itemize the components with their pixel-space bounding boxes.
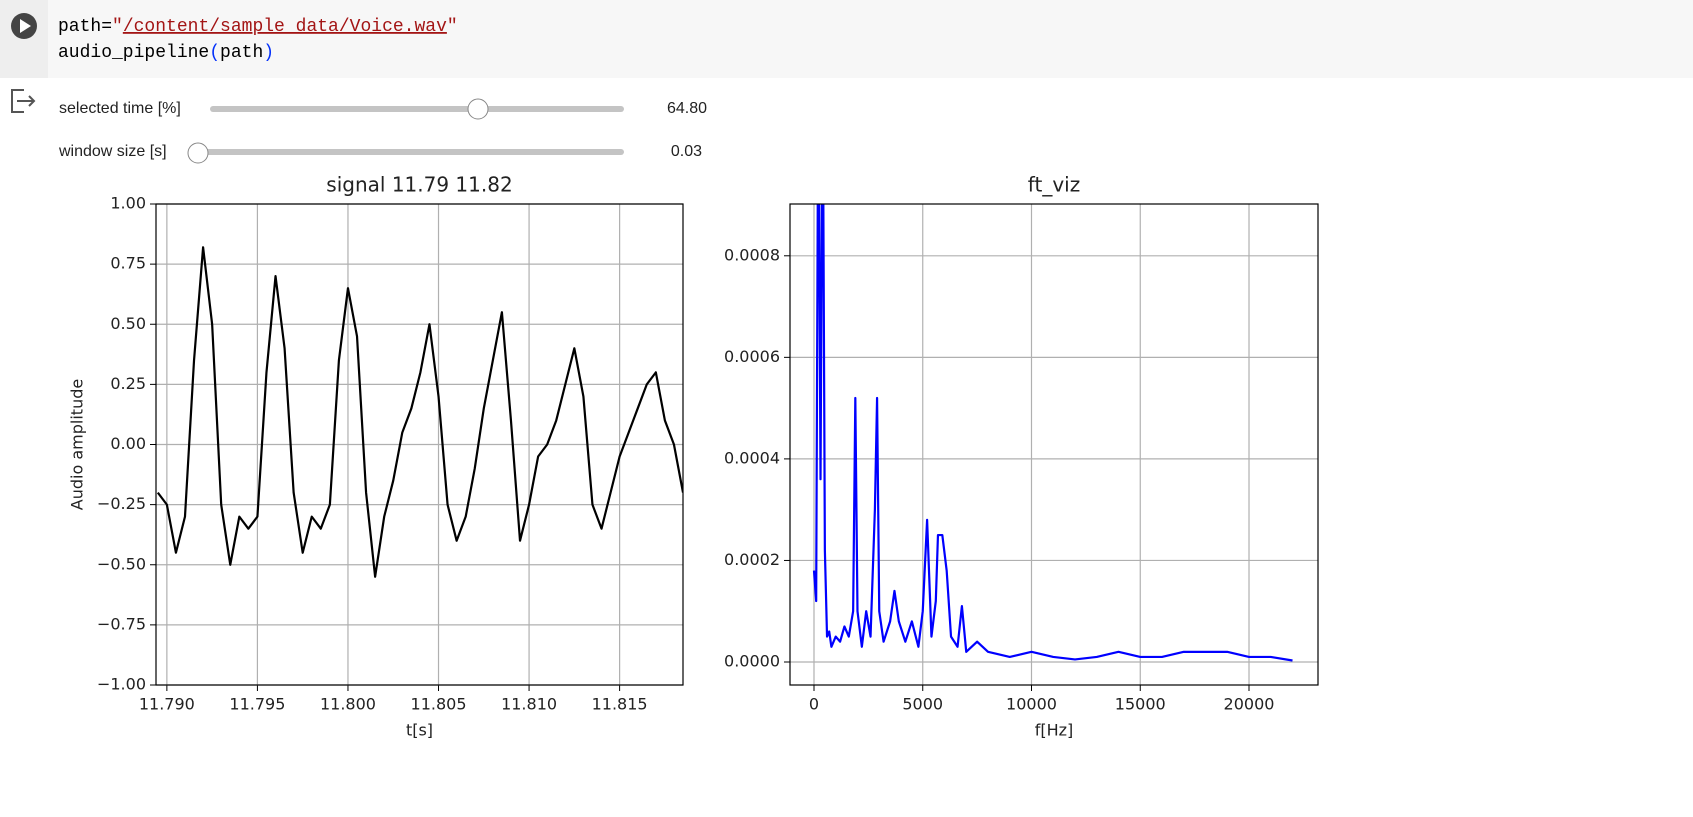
code-line: audio_pipeline(path): [58, 43, 274, 63]
slider-handle[interactable]: [187, 142, 209, 164]
x-axis-label: t[s]: [406, 721, 433, 740]
y-tick-label: 0.0008: [724, 245, 780, 264]
x-tick-label: 11.815: [592, 695, 648, 714]
x-tick-label: 11.805: [411, 695, 467, 714]
code-token: ": [447, 17, 458, 37]
run-button[interactable]: [11, 13, 37, 39]
data-line: [812, 204, 1293, 662]
axes-frame: [789, 203, 1319, 686]
y-tick-label: 1.00: [110, 194, 146, 213]
y-tick-label: 0.0002: [724, 550, 780, 569]
y-axis-label: Audio amplitude: [68, 379, 87, 510]
x-tick-label: 20000: [1224, 695, 1275, 714]
code-cell-bg: [0, 0, 1693, 78]
plot-area: [156, 246, 683, 578]
code-token: path: [220, 43, 263, 63]
axes-bg: [790, 204, 1318, 685]
slider-value: 64.80: [667, 100, 707, 117]
y-tick-label: 0.25: [110, 374, 146, 393]
y-tick-label: 0.50: [110, 314, 146, 333]
axes-frame: [155, 203, 684, 686]
chart-title: ft_viz: [1028, 173, 1080, 197]
x-tick-label: 5000: [902, 695, 943, 714]
x-tick-label: 10000: [1006, 695, 1057, 714]
slider-label: selected time [%]: [59, 100, 181, 117]
y-tick-label: 0.75: [110, 254, 146, 273]
code-token: audio_pipeline: [58, 43, 209, 63]
y-tick-label: −0.75: [97, 614, 146, 633]
slider-label: window size [s]: [58, 143, 167, 160]
x-axis-label: f[Hz]: [1035, 721, 1074, 740]
y-tick-label: 0.00: [110, 434, 146, 453]
code-token: path=: [58, 17, 112, 37]
code-token: /content/sample_data/Voice.wav: [123, 17, 447, 37]
code-line: path="/content/sample_data/Voice.wav": [58, 17, 458, 37]
data-line: [156, 246, 683, 578]
y-tick-label: −0.25: [97, 494, 146, 513]
x-tick-label: 11.795: [229, 695, 285, 714]
slider-value: 0.03: [671, 143, 702, 160]
x-tick-label: 11.800: [320, 695, 376, 714]
plot-area: [812, 204, 1293, 662]
code-token: ): [263, 43, 274, 63]
slider-handle[interactable]: [467, 98, 489, 120]
y-tick-label: −1.00: [97, 675, 146, 694]
x-tick-label: 11.810: [501, 695, 557, 714]
x-tick-label: 15000: [1115, 695, 1166, 714]
output-icon[interactable]: [11, 89, 36, 113]
y-tick-label: 0.0000: [724, 651, 780, 670]
y-tick-label: 0.0006: [724, 347, 780, 366]
slider-track[interactable]: [190, 149, 624, 155]
chart-title: signal 11.79 11.82: [326, 173, 512, 197]
y-tick-label: −0.50: [97, 554, 146, 573]
code-token: ": [112, 17, 123, 37]
slider-track[interactable]: [210, 106, 624, 112]
y-tick-label: 0.0004: [724, 448, 780, 467]
code-token: (: [209, 43, 220, 63]
x-tick-label: 11.790: [139, 695, 195, 714]
x-tick-label: 0: [809, 695, 819, 714]
